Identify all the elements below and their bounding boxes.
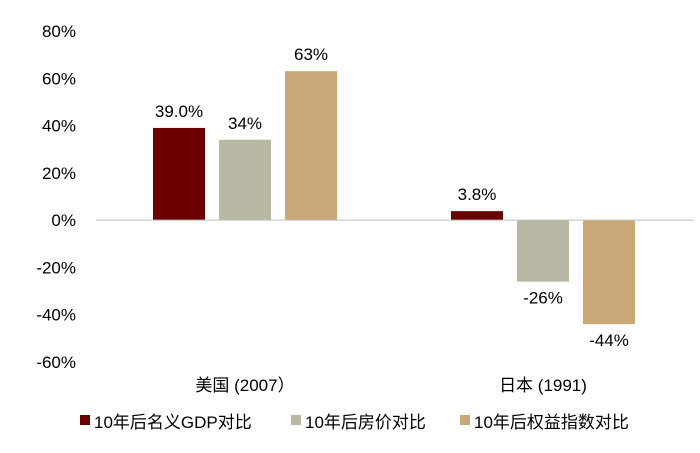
- y-tick-label: -20%: [36, 258, 76, 277]
- data-label: 63%: [294, 45, 328, 64]
- data-label: 3.8%: [458, 185, 497, 204]
- bar: [285, 71, 337, 221]
- bar: [451, 211, 503, 221]
- bar: [517, 220, 569, 282]
- y-tick-label: 20%: [42, 164, 76, 183]
- legend-label: 10年后名义GDP对比: [94, 413, 252, 432]
- y-tick-label: 40%: [42, 117, 76, 136]
- legend-label: 10年后房价对比: [305, 413, 426, 432]
- data-label: 39.0%: [155, 102, 203, 121]
- category-label: 日本 (1991): [499, 376, 587, 395]
- bar: [153, 127, 205, 221]
- y-tick-label: -60%: [36, 353, 76, 372]
- legend-label: 10年后权益指数对比: [474, 413, 629, 432]
- y-tick-label: 80%: [42, 22, 76, 41]
- data-label: -26%: [523, 289, 563, 308]
- data-label: 34%: [228, 114, 262, 133]
- y-tick-label: 60%: [42, 69, 76, 88]
- category-label: 美国 (2007）: [195, 376, 294, 395]
- y-tick-label: 0%: [51, 211, 76, 230]
- bar: [219, 139, 271, 221]
- data-label: -44%: [589, 331, 629, 350]
- legend-swatch: [460, 415, 470, 425]
- legend-swatch: [80, 415, 90, 425]
- y-tick-label: -40%: [36, 306, 76, 325]
- bar: [583, 220, 635, 325]
- legend-swatch: [291, 415, 301, 425]
